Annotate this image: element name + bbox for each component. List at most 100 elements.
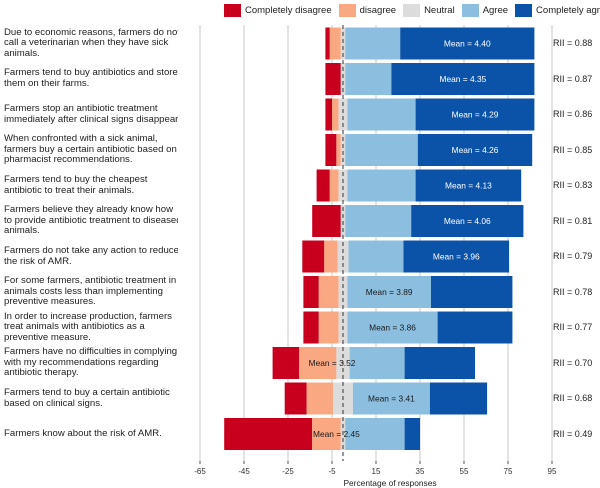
bar-segment-completely-agree <box>400 27 535 60</box>
statement-label: Farmers tend to buy antibiotics and stor… <box>4 67 178 89</box>
rii-label: RII = 0.86 <box>553 109 593 119</box>
bar-segment-agree <box>345 418 405 450</box>
rii-label: RII = 0.81 <box>553 215 593 226</box>
legend-item: disagree <box>338 3 397 17</box>
statement-label: When confronted with a sick animal, farm… <box>4 133 177 166</box>
rii-label: RII = 0.79 <box>553 251 593 261</box>
bar-segment-completely-agree <box>411 205 524 237</box>
legend-swatch <box>224 3 241 17</box>
x-tick-label: 95 <box>548 467 557 476</box>
statement-label: Farmers believe they already know how to… <box>4 204 182 237</box>
bar-segment-neutral <box>338 98 348 131</box>
bar-segment-agree <box>345 205 412 237</box>
bar-segment-completely-disagree <box>284 382 307 415</box>
bar-segment-completely-agree <box>415 169 522 202</box>
bar-segment-agree <box>347 311 438 344</box>
legend: Completely disagree disagree Neutral Agree C… <box>224 2 600 18</box>
bar-segment-completely-agree <box>404 418 420 450</box>
mean-label: Mean = 3.96 <box>433 252 480 262</box>
bar-segment-agree <box>352 382 430 415</box>
bar-segment-disagree <box>336 134 341 166</box>
x-tick-label: -65 <box>194 467 206 476</box>
statement-label: Farmers stop an antibiotic treatment imm… <box>4 102 181 125</box>
rii-label: RII = 0.49 <box>553 428 593 439</box>
x-tick-label: -25 <box>282 467 294 476</box>
statement-label: In order to increase production, farmers… <box>4 310 172 343</box>
legend-swatch <box>461 3 479 17</box>
bar-segment-agree <box>345 63 392 95</box>
legend-item: Neutral <box>403 3 455 17</box>
x-tick-label: -45 <box>238 467 250 476</box>
bar-segment-agree <box>347 98 416 131</box>
legend-label: Neutral <box>424 4 455 16</box>
rii-label: RII = 0.87 <box>553 73 593 84</box>
bar-segment-agree <box>348 240 404 273</box>
statement-label: Farmers tend to buy the cheapest antibio… <box>4 173 148 196</box>
legend-swatch <box>338 3 356 17</box>
x-tick-label: 15 <box>372 467 381 476</box>
mean-label: Mean = 3.52 <box>309 358 356 368</box>
statement-label: Farmers know about the risk of AMR. <box>4 427 162 439</box>
bar-segment-disagree <box>329 169 339 202</box>
bar-segment-completely-disagree <box>303 311 319 344</box>
bar-segment-completely-agree <box>431 276 513 308</box>
legend-swatch <box>515 3 533 17</box>
x-tick-label: 75 <box>504 467 513 476</box>
bar-segment-completely-disagree <box>316 169 330 202</box>
bar-segment-completely-agree <box>391 63 535 95</box>
bar-segment-completely-disagree <box>325 134 337 166</box>
x-tick-label: 35 <box>416 467 425 476</box>
statement-label: Farmers have no difficulties in complyin… <box>4 346 178 379</box>
legend-label: Completely agree <box>536 4 600 16</box>
statement-label: Due to economic reasons, farmers do not … <box>4 26 180 59</box>
bar-segment-completely-disagree <box>272 347 299 379</box>
rii-label: RII = 0.88 <box>553 38 593 48</box>
statement-label: For some farmers, antibiotic treatment i… <box>4 275 177 308</box>
rii-label: RII = 0.70 <box>553 357 593 368</box>
mean-label: Mean = 4.40 <box>444 39 491 49</box>
bar-segment-completely-disagree <box>312 205 341 237</box>
bar-segment-completely-agree <box>417 134 533 166</box>
bar-segment-completely-disagree <box>224 418 313 450</box>
rii-label: RII = 0.68 <box>553 393 593 403</box>
bar-segment-completely-agree <box>429 382 488 415</box>
bar-segment-neutral <box>340 134 346 166</box>
bar-segment-disagree <box>312 418 341 450</box>
bar-segment-disagree <box>318 276 339 308</box>
mean-label: Mean = 3.89 <box>366 287 413 297</box>
bar-segment-completely-disagree <box>325 27 330 60</box>
bar-segment-neutral <box>338 169 348 202</box>
mean-label: Mean = 4.26 <box>452 145 499 155</box>
mean-label: Mean = 3.41 <box>368 394 415 404</box>
bar-segment-disagree <box>332 98 339 131</box>
rii-label: RII = 0.85 <box>553 144 593 155</box>
bar-segment-completely-disagree <box>325 98 332 131</box>
bar-segment-disagree <box>306 382 334 415</box>
x-tick-label: -5 <box>328 467 336 476</box>
bar-segment-agree <box>347 169 416 202</box>
mean-label: Mean = 4.06 <box>444 216 491 226</box>
bar-segment-agree <box>345 27 401 60</box>
bar-segment-agree <box>347 276 431 308</box>
mean-label: Mean = 3.86 <box>369 323 416 333</box>
statement-label: Farmers tend to buy a certain antibiotic… <box>4 386 170 409</box>
legend-label: Completely disagree <box>245 4 332 16</box>
bar-segment-agree <box>349 347 405 379</box>
legend-label: disagree <box>359 4 397 16</box>
bar-segment-completely-disagree <box>302 240 325 273</box>
x-tick-label: 55 <box>460 467 469 476</box>
legend-item: Agree <box>461 3 508 17</box>
bar-segment-neutral <box>340 63 346 95</box>
legend-swatch <box>403 3 421 17</box>
mean-label: Mean = 4.29 <box>452 110 499 120</box>
bar-segment-completely-agree <box>403 240 510 273</box>
bar-segment-disagree <box>318 311 339 344</box>
bar-segment-agree <box>345 134 418 166</box>
bar-segment-completely-agree <box>404 347 475 379</box>
bar-segment-disagree <box>329 27 341 60</box>
rii-label: RII = 0.78 <box>553 286 593 297</box>
bar-segment-completely-disagree <box>325 63 341 95</box>
mean-label: Mean = 4.35 <box>440 74 487 84</box>
legend-item: Completely disagree <box>224 3 332 17</box>
